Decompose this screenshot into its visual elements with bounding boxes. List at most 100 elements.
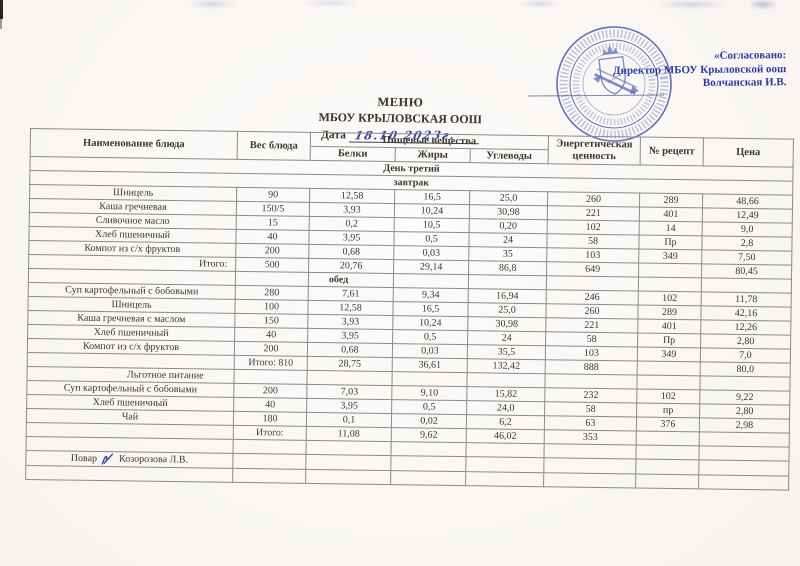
ink-smudge (300, 0, 362, 6)
cell: 2,80 (699, 403, 790, 420)
cell: 376 (636, 416, 700, 432)
cell (305, 440, 392, 456)
cell: 0,03 (392, 343, 468, 359)
cell: 15 (236, 215, 310, 231)
cell: 0,5 (392, 329, 468, 345)
cell (390, 455, 466, 472)
cell (637, 361, 701, 376)
cell: 6,2 (466, 414, 545, 430)
cell: 58 (545, 331, 638, 348)
cell: 40 (233, 397, 307, 413)
cell: 0,1 (306, 412, 392, 428)
col-header-carbs: Углеводы (470, 148, 549, 164)
cell: 7,0 (700, 347, 791, 364)
cell: 40 (234, 327, 308, 343)
cell: 80,0 (700, 361, 791, 378)
cell: 48,66 (702, 193, 793, 210)
cell (466, 372, 546, 388)
cell (543, 472, 636, 488)
cell: 11,78 (701, 291, 792, 308)
cell: 15,82 (466, 386, 545, 402)
cell: 25,0 (467, 302, 547, 318)
cell (546, 275, 639, 292)
cell: 7,03 (306, 384, 392, 400)
school-name: МБОУ КРЫЛОВСКАЯ ООШ (318, 110, 482, 127)
cell: 20,76 (308, 258, 394, 274)
cell: Итого: 810 (234, 355, 308, 371)
cell (235, 271, 309, 287)
cell: 103 (546, 247, 639, 264)
cell (468, 274, 547, 290)
cell: 200 (234, 341, 308, 357)
cell: 0,02 (391, 413, 467, 429)
cell: 349 (638, 249, 702, 264)
ink-smudge (656, 1, 728, 8)
scan-edge-artifact (0, 0, 3, 19)
cell: 132,42 (467, 358, 546, 374)
cell (635, 444, 700, 460)
cell: 30,98 (469, 204, 548, 220)
approval-name: Волчанская И.В. (702, 76, 787, 89)
cell: 28,75 (307, 356, 393, 372)
cell: 16,5 (394, 189, 470, 205)
cell (699, 375, 791, 392)
cell: 3,95 (306, 398, 392, 414)
cell (232, 453, 306, 470)
cell: 0,03 (393, 245, 469, 261)
cell: 500 (235, 257, 309, 273)
cell (638, 277, 702, 292)
cell: 0,2 (309, 216, 395, 232)
cell (465, 471, 544, 487)
cell: 232 (544, 387, 637, 403)
cell: Пр (637, 333, 701, 348)
cell: 0,20 (469, 218, 548, 234)
cell (636, 430, 700, 446)
cell: 9,0 (702, 221, 793, 238)
cell (305, 454, 391, 471)
cell: 46,02 (466, 428, 545, 444)
cell: 86,8 (468, 260, 547, 276)
cell: 2,98 (699, 417, 790, 434)
cell: 11,08 (306, 426, 392, 442)
approval-agreed: «Согласовано: (713, 49, 786, 62)
cell: 260 (545, 303, 639, 320)
cell: 80,45 (701, 263, 792, 280)
cell: 58 (546, 233, 640, 250)
cell: 150/5 (236, 201, 310, 217)
signature-icon (101, 453, 113, 465)
cell (699, 431, 790, 448)
cell: 289 (639, 193, 703, 208)
cell: 280 (235, 285, 309, 301)
official-stamp-icon (552, 22, 676, 146)
cell: пр (636, 402, 700, 418)
cell: 90 (236, 187, 310, 203)
cell: 12,58 (307, 300, 394, 316)
cell: 0,5 (391, 399, 467, 415)
cook-name: Козорозова Л.В. (118, 453, 189, 466)
cell: 16,94 (468, 288, 547, 304)
col-header-price: Цена (703, 137, 794, 168)
col-header-fat: Жиры (395, 147, 471, 163)
cell: 221 (545, 317, 638, 334)
cell: 36,61 (392, 357, 468, 373)
cell: 3,95 (307, 328, 393, 344)
cook-cell: Повар Козорозова Л.В. (25, 450, 234, 469)
cell: 35 (468, 246, 547, 262)
cell (698, 474, 789, 491)
cell: 200 (235, 243, 309, 259)
scan-edge-artifact (0, 19, 2, 29)
ink-smudge (188, 0, 236, 8)
cell: 42,16 (700, 305, 792, 322)
col-header-dish: Наименование блюда (30, 128, 238, 160)
cell (543, 443, 637, 459)
cell: 102 (636, 388, 700, 404)
cell: 289 (637, 305, 702, 320)
cell: 3,93 (309, 202, 395, 218)
cell (638, 263, 702, 278)
cell: 10,24 (394, 203, 470, 219)
table-row: Повар Козорозова Л.В. (25, 450, 789, 477)
cell: 3,93 (307, 314, 393, 330)
cell: 353 (544, 429, 637, 445)
scanned-content: МЕНЮ МБОУ КРЫЛОВСКАЯ ООШ Дата 18.10 2023… (2, 0, 800, 491)
